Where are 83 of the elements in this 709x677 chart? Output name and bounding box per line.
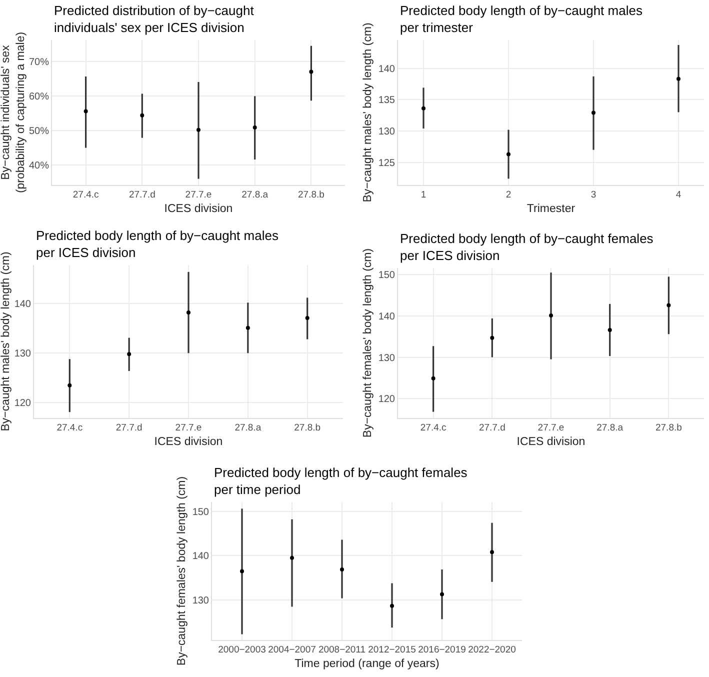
x-axis-title: ICES division: [164, 202, 233, 215]
point: [390, 604, 394, 608]
y-tick-label: 140: [378, 64, 396, 75]
x-tick-label: 4: [676, 189, 682, 200]
x-tick-label: 27.7.e: [185, 189, 212, 200]
y-tick-label: 40%: [28, 160, 50, 172]
y-tick-label: 150: [192, 506, 210, 518]
x-axis-title: Time period (range of years): [294, 658, 440, 670]
point: [431, 376, 436, 380]
x-tick-label: 2022−2020: [468, 644, 516, 656]
y-tick-label: 150: [378, 270, 396, 282]
point: [252, 125, 257, 130]
point: [309, 70, 314, 74]
x-tick-label: 27.7.d: [116, 422, 142, 434]
x-axis-title: ICES division: [516, 436, 586, 448]
point: [608, 328, 612, 332]
point: [666, 303, 671, 308]
x-axis-title: Trimester: [526, 202, 576, 215]
point: [127, 352, 132, 356]
x-tick-label: 27.8.b: [294, 422, 321, 434]
point: [196, 128, 200, 132]
y-tick-label: 130: [378, 352, 396, 364]
y-tick-label: 130: [14, 348, 32, 360]
y-axis-title: By−caught males' body length (cm): [362, 22, 374, 202]
x-tick-label: 27.4.c: [56, 422, 83, 434]
point: [506, 152, 510, 156]
y-tick-label: 140: [378, 311, 396, 322]
x-tick-label: 27.8.a: [234, 422, 262, 434]
chart-title: Predicted body length of by−caught males per ICES division: [36, 228, 279, 260]
y-tick-label: 50%: [28, 126, 50, 138]
point: [84, 109, 88, 114]
x-tick-label: 2012−2015: [368, 644, 416, 656]
point: [305, 316, 310, 320]
x-tick-label: 3: [590, 189, 596, 200]
point: [246, 326, 250, 330]
y-tick-label: 125: [378, 158, 396, 169]
y-axis-title: By−caught individuals' sex (probability of capturing a male): [0, 32, 27, 194]
x-tick-label: 2000−2003: [218, 644, 266, 656]
y-axis-title: By−caught females' body length (cm): [362, 248, 374, 438]
x-tick-label: 27.7.d: [128, 189, 156, 200]
chart-title: Predicted distribution of by−caught individuals' sex per ICES division: [54, 3, 254, 35]
y-tick-label: 140: [192, 551, 210, 562]
chart-title: Predicted body length of by−caught males per trimester: [400, 3, 643, 35]
x-tick-label: 1: [420, 189, 426, 200]
x-tick-label: 2004−2007: [268, 644, 316, 656]
y-tick-label: 70%: [28, 57, 50, 68]
point: [290, 556, 294, 560]
x-tick-label: 27.8.b: [298, 189, 324, 200]
point: [549, 314, 553, 318]
x-tick-label: 27.7.d: [478, 422, 506, 434]
point: [490, 336, 494, 340]
point: [676, 76, 680, 81]
point: [340, 567, 344, 572]
x-tick-label: 2008−2011: [318, 644, 366, 656]
point: [422, 106, 426, 110]
x-tick-label: 27.7.e: [175, 422, 202, 434]
x-tick-label: 2016−2019: [418, 644, 466, 656]
point: [240, 569, 244, 574]
point: [490, 550, 494, 554]
point: [186, 310, 190, 315]
y-axis-title: By−caught females' body length (cm): [176, 476, 188, 666]
y-tick-label: 60%: [28, 92, 50, 103]
chart-title: Predicted body length of by−caught females per time period: [214, 465, 468, 497]
point: [68, 383, 72, 388]
x-tick-label: 27.8.a: [596, 422, 624, 434]
y-axis-title: By−caught males' body length (cm): [0, 252, 12, 432]
point: [440, 592, 444, 596]
y-tick-label: 140: [14, 299, 32, 310]
point: [592, 110, 596, 115]
y-tick-label: 120: [378, 394, 396, 406]
y-tick-label: 120: [14, 398, 32, 410]
x-tick-label: 27.4.c: [72, 189, 99, 200]
y-tick-label: 130: [378, 126, 396, 138]
chart-title: Predicted body length of by−caught females per ICES division: [400, 231, 654, 263]
x-tick-label: 27.4.c: [420, 422, 446, 434]
x-tick-label: 2: [506, 189, 512, 200]
x-tick-label: 27.8.b: [655, 422, 682, 434]
y-tick-label: 130: [192, 596, 210, 607]
x-tick-label: 27.7.e: [538, 422, 564, 434]
x-axis-title: ICES division: [154, 436, 223, 448]
point: [140, 113, 144, 118]
y-tick-label: 135: [378, 95, 396, 106]
x-tick-label: 27.8.a: [242, 189, 269, 200]
